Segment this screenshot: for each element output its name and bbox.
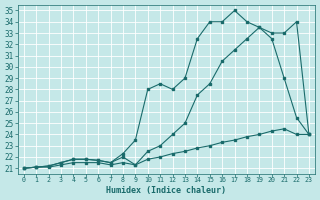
X-axis label: Humidex (Indice chaleur): Humidex (Indice chaleur) [106,186,226,195]
